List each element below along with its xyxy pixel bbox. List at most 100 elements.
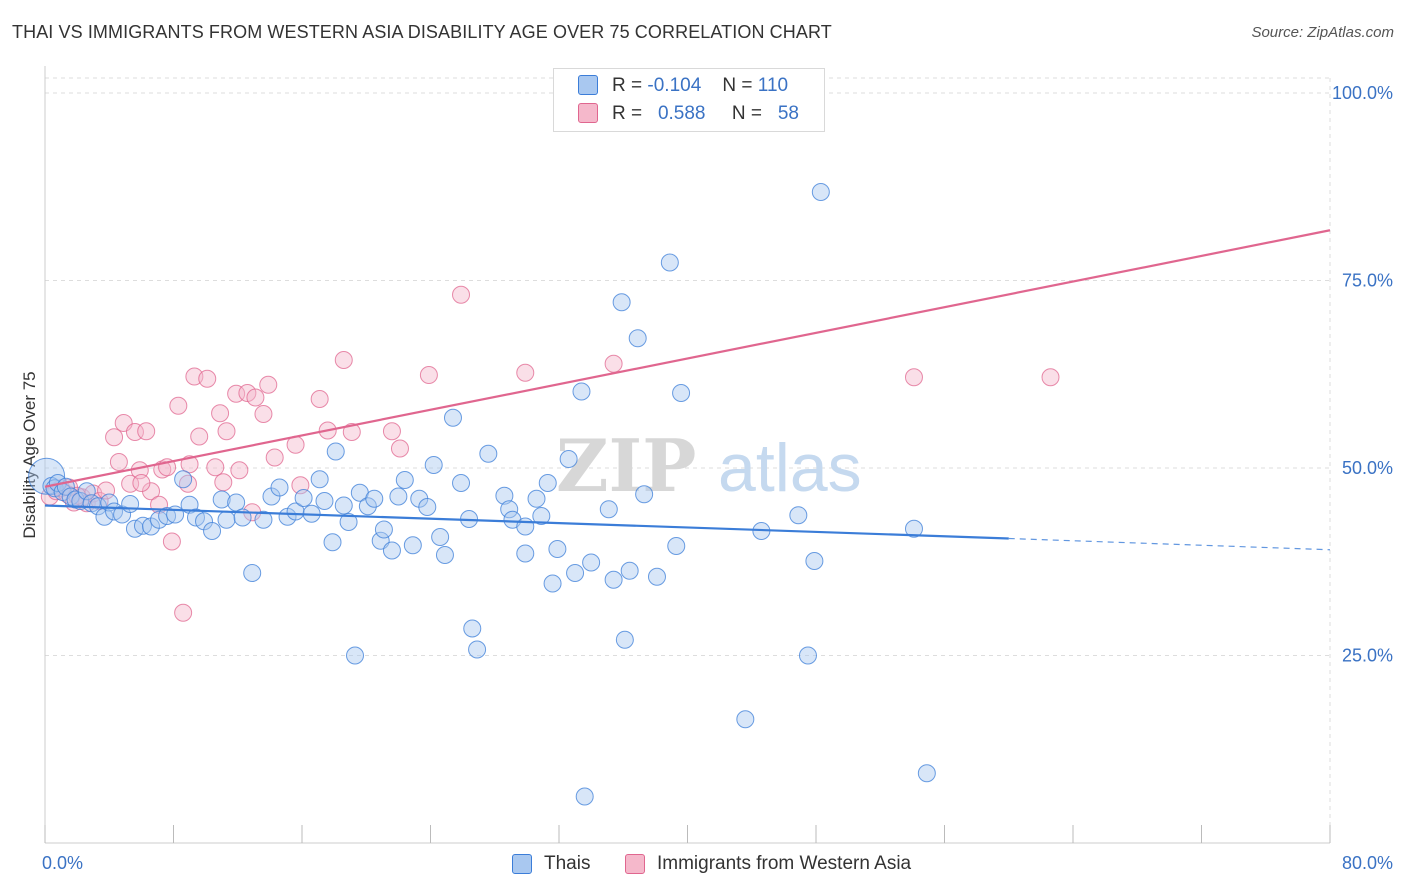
- legend-stats-immigrants: R = 0.588 N = 58: [612, 103, 799, 125]
- data-point-immigrants: [382, 422, 401, 441]
- data-point-thais: [217, 510, 236, 529]
- trend-line-thais-extension: [1008, 537, 1331, 551]
- legend-n-value: 110: [757, 75, 789, 96]
- data-point-immigrants: [1041, 368, 1060, 387]
- data-point-immigrants: [137, 422, 156, 441]
- data-point-thais: [286, 502, 305, 521]
- data-point-immigrants: [516, 363, 535, 382]
- y-tick-label: 75.0%: [1342, 271, 1393, 291]
- legend-r-label: R =: [612, 75, 643, 96]
- data-point-thais: [548, 540, 567, 558]
- data-point-thais: [495, 486, 514, 505]
- data-point-thais: [382, 541, 401, 560]
- data-point-thais: [532, 507, 551, 525]
- data-point-immigrants: [97, 481, 116, 500]
- data-point-immigrants: [452, 285, 471, 304]
- data-point-immigrants: [198, 369, 217, 388]
- data-point-immigrants: [105, 428, 124, 447]
- data-point-thais: [452, 474, 471, 492]
- watermark-atlas: atlas: [718, 430, 862, 506]
- data-point-immigrants: [419, 366, 438, 384]
- data-point-thais: [270, 478, 289, 497]
- y-tick-label: 100.0%: [1332, 83, 1393, 103]
- data-point-thais: [203, 522, 222, 540]
- data-point-thais: [365, 489, 384, 508]
- data-point-thais: [635, 485, 654, 504]
- trend-line-thais: [44, 504, 1009, 540]
- data-point-immigrants: [132, 474, 151, 492]
- data-point-thais: [468, 640, 487, 659]
- data-point-immigrants: [265, 448, 284, 467]
- data-point-immigrants: [169, 396, 188, 415]
- data-point-thais: [323, 533, 342, 552]
- data-point-thais: [389, 487, 408, 506]
- data-point-thais: [424, 456, 443, 474]
- data-point-immigrants: [230, 461, 249, 480]
- correlation-legend: R = -0.104 N = 110 R = 0.588 N = 58: [553, 68, 825, 132]
- legend-r-label: R =: [612, 103, 643, 124]
- data-point-thais: [559, 450, 578, 468]
- chart-title: THAI VS IMMIGRANTS FROM WESTERN ASIA DIS…: [12, 22, 832, 42]
- data-point-thais: [71, 492, 90, 510]
- data-point-thais: [294, 489, 313, 507]
- data-point-thais: [527, 489, 546, 508]
- data-point-immigrants: [217, 422, 236, 441]
- legend-n-value: 58: [777, 103, 799, 124]
- data-point-immigrants: [259, 375, 278, 394]
- data-point-thais: [374, 520, 393, 539]
- data-point-thais: [604, 570, 623, 589]
- x-tick-label: 0.0%: [42, 853, 83, 873]
- data-point-thais: [736, 710, 755, 729]
- data-point-thais: [243, 564, 262, 582]
- data-point-thais: [516, 517, 535, 536]
- data-point-thais: [77, 482, 96, 501]
- data-point-thais: [358, 497, 377, 516]
- data-point-immigrants: [180, 455, 199, 474]
- legend-r-value: -0.104: [647, 75, 702, 96]
- bottom-legend-swatch-immigrants: [625, 854, 645, 874]
- data-point-thais: [667, 537, 686, 555]
- legend-swatch-immigrants: [578, 103, 598, 123]
- data-point-thais: [500, 500, 519, 519]
- data-point-thais: [615, 630, 634, 649]
- data-point-thais: [672, 384, 691, 402]
- data-point-immigrants: [334, 351, 353, 369]
- data-point-thais: [339, 513, 358, 531]
- data-point-thais: [212, 490, 231, 509]
- data-point-thais: [315, 492, 334, 510]
- data-point-immigrants: [211, 404, 230, 423]
- data-point-immigrants: [162, 532, 181, 551]
- data-point-thais: [174, 470, 193, 489]
- trend-line-immigrants: [44, 229, 1331, 488]
- data-point-thais: [798, 646, 817, 665]
- data-point-thais: [403, 536, 422, 555]
- data-point-thais: [538, 474, 557, 492]
- data-point-thais: [166, 505, 185, 524]
- data-point-thais: [647, 567, 666, 586]
- legend-n-label: N =: [722, 75, 753, 96]
- data-point-thais: [811, 183, 830, 201]
- data-point-immigrants: [254, 405, 273, 423]
- data-point-thais: [543, 574, 562, 593]
- data-point-immigrants: [604, 354, 623, 373]
- bottom-legend-swatch-thais: [512, 854, 532, 874]
- data-point-thais: [789, 506, 808, 525]
- data-point-thais: [917, 764, 936, 783]
- data-point-immigrants: [310, 390, 329, 408]
- data-point-thais: [395, 471, 414, 489]
- source-credit: Source: ZipAtlas.com: [1251, 24, 1394, 41]
- data-point-thais: [516, 544, 535, 563]
- data-point-immigrants: [390, 439, 409, 458]
- data-point-thais: [463, 619, 482, 638]
- legend-n-label: N =: [731, 103, 763, 124]
- data-point-thais: [346, 646, 365, 665]
- data-point-immigrants: [246, 388, 265, 407]
- x-tick-label: 80.0%: [1342, 853, 1393, 873]
- data-point-thais: [599, 500, 618, 519]
- data-point-thais: [575, 787, 594, 806]
- data-point-thais: [660, 253, 679, 272]
- data-point-thais: [61, 487, 80, 506]
- legend-r-value: 0.588: [657, 103, 706, 124]
- data-point-immigrants: [174, 603, 193, 622]
- data-point-thais: [479, 444, 498, 463]
